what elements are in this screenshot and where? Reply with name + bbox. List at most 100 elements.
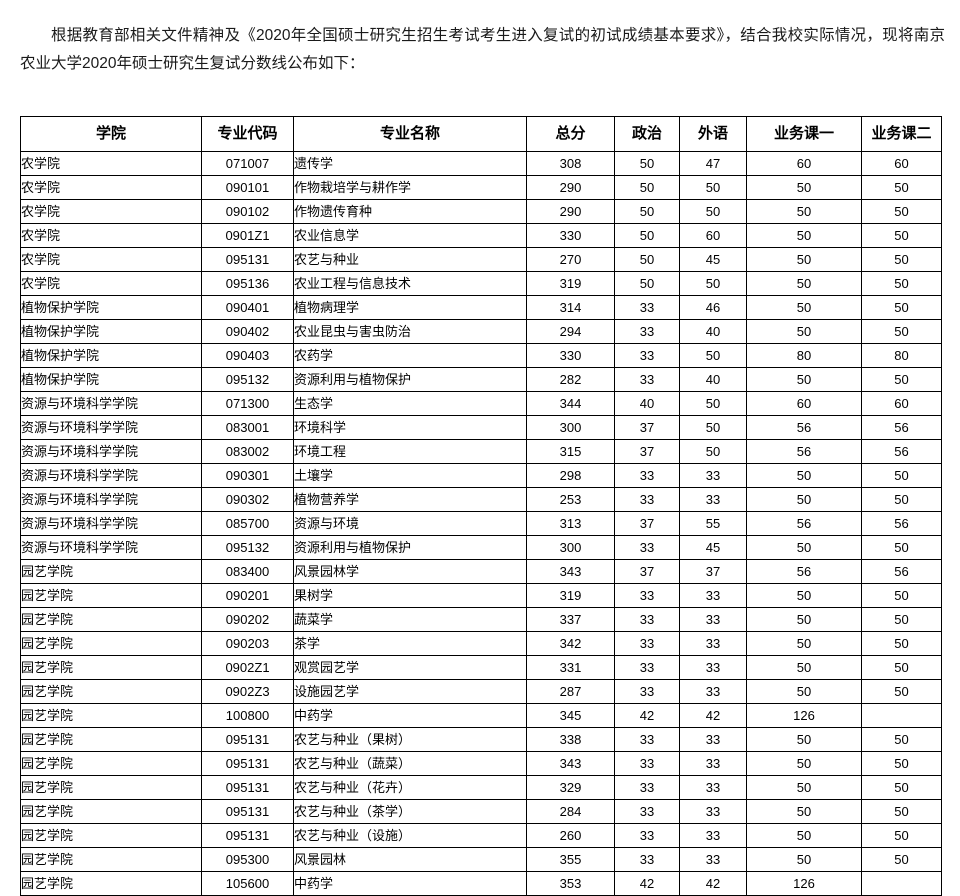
- cell-politics-score: 33: [614, 679, 680, 704]
- cell-course1-score: 60: [746, 151, 862, 176]
- cell-politics-score: 33: [614, 631, 680, 656]
- cell-course1-score: 50: [746, 727, 862, 752]
- cell-course2-score: 50: [861, 631, 942, 656]
- cell-politics-score: 33: [614, 751, 680, 776]
- cell-course2-score: 50: [861, 223, 942, 248]
- cell-major-code: 095131: [201, 775, 294, 800]
- cell-politics-score: 42: [614, 703, 680, 728]
- cell-major-name: 农艺与种业: [293, 247, 527, 272]
- cell-college: 园艺学院: [20, 871, 202, 896]
- table-body: 农学院 071007 遗传学 308 50 47 60 60 农学院 090101 作物栽培学与耕作…: [20, 151, 942, 896]
- cell-college: 植物保护学院: [20, 343, 202, 368]
- cell-college: 资源与环境科学学院: [20, 463, 202, 488]
- cell-course2-score: 50: [861, 319, 942, 344]
- cell-course1-score: 126: [746, 871, 862, 896]
- cell-course2-score: 50: [861, 535, 942, 560]
- cell-foreign-score: 40: [679, 367, 747, 392]
- cell-college: 资源与环境科学学院: [20, 415, 202, 440]
- cell-major-name: 农业信息学: [293, 223, 527, 248]
- cell-major-name: 农艺与种业（花卉）: [293, 775, 527, 800]
- cell-total-score: 284: [526, 799, 615, 824]
- column-header-code: 专业代码: [201, 116, 294, 152]
- cell-total-score: 315: [526, 439, 615, 464]
- cell-college: 资源与环境科学学院: [20, 487, 202, 512]
- cell-politics-score: 33: [614, 463, 680, 488]
- table-row: 农学院 0901Z1 农业信息学 330 50 60 50 50: [20, 223, 942, 248]
- cell-course1-score: 50: [746, 607, 862, 632]
- cell-course2-score: 56: [861, 439, 942, 464]
- cell-foreign-score: 33: [679, 607, 747, 632]
- cell-course2-score: 50: [861, 175, 942, 200]
- cell-major-code: 071300: [201, 391, 294, 416]
- table-row: 园艺学院 095131 农艺与种业（蔬菜） 343 33 33 50 50: [20, 751, 942, 776]
- cell-total-score: 300: [526, 535, 615, 560]
- cell-politics-score: 33: [614, 535, 680, 560]
- cell-politics-score: 50: [614, 223, 680, 248]
- cell-total-score: 330: [526, 343, 615, 368]
- cell-college: 园艺学院: [20, 703, 202, 728]
- cell-foreign-score: 50: [679, 343, 747, 368]
- cell-total-score: 353: [526, 871, 615, 896]
- column-header-total: 总分: [526, 116, 615, 152]
- cell-politics-score: 33: [614, 295, 680, 320]
- cell-politics-score: 37: [614, 511, 680, 536]
- cell-major-name: 作物遗传育种: [293, 199, 527, 224]
- cell-foreign-score: 33: [679, 775, 747, 800]
- cell-foreign-score: 33: [679, 847, 747, 872]
- cell-foreign-score: 50: [679, 439, 747, 464]
- cell-total-score: 294: [526, 319, 615, 344]
- cell-course1-score: 50: [746, 199, 862, 224]
- cell-course2-score: 50: [861, 679, 942, 704]
- cell-total-score: 253: [526, 487, 615, 512]
- cell-major-code: 095300: [201, 847, 294, 872]
- cell-course1-score: 50: [746, 463, 862, 488]
- cell-course1-score: 50: [746, 367, 862, 392]
- cell-course2-score: 50: [861, 367, 942, 392]
- cell-total-score: 338: [526, 727, 615, 752]
- cell-major-code: 095136: [201, 271, 294, 296]
- cell-major-name: 茶学: [293, 631, 527, 656]
- cell-college: 农学院: [20, 223, 202, 248]
- cell-total-score: 300: [526, 415, 615, 440]
- cell-foreign-score: 33: [679, 583, 747, 608]
- cell-total-score: 343: [526, 559, 615, 584]
- cell-college: 资源与环境科学学院: [20, 535, 202, 560]
- table-row: 资源与环境科学学院 083001 环境科学 300 37 50 56 56: [20, 415, 942, 440]
- cell-foreign-score: 42: [679, 703, 747, 728]
- cell-total-score: 270: [526, 247, 615, 272]
- cell-total-score: 290: [526, 199, 615, 224]
- cell-politics-score: 50: [614, 199, 680, 224]
- cell-politics-score: 50: [614, 247, 680, 272]
- table-row: 资源与环境科学学院 071300 生态学 344 40 50 60 60: [20, 391, 942, 416]
- cell-major-code: 090402: [201, 319, 294, 344]
- cell-major-code: 095131: [201, 799, 294, 824]
- cell-politics-score: 37: [614, 439, 680, 464]
- cell-college: 资源与环境科学学院: [20, 391, 202, 416]
- cell-college: 农学院: [20, 247, 202, 272]
- cell-course2-score: [861, 871, 942, 896]
- table-row: 园艺学院 095131 农艺与种业（茶学） 284 33 33 50 50: [20, 799, 942, 824]
- cell-course1-score: 50: [746, 799, 862, 824]
- table-row: 农学院 095136 农业工程与信息技术 319 50 50 50 50: [20, 271, 942, 296]
- cell-course1-score: 50: [746, 583, 862, 608]
- cell-course2-score: 56: [861, 415, 942, 440]
- cell-major-name: 土壤学: [293, 463, 527, 488]
- cell-politics-score: 33: [614, 583, 680, 608]
- cell-major-name: 中药学: [293, 871, 527, 896]
- cell-major-name: 遗传学: [293, 151, 527, 176]
- cell-college: 园艺学院: [20, 775, 202, 800]
- cell-course1-score: 50: [746, 535, 862, 560]
- cell-college: 园艺学院: [20, 799, 202, 824]
- cell-total-score: 298: [526, 463, 615, 488]
- cell-major-name: 农艺与种业（蔬菜）: [293, 751, 527, 776]
- cell-major-name: 植物营养学: [293, 487, 527, 512]
- cell-major-code: 0901Z1: [201, 223, 294, 248]
- cell-course1-score: 50: [746, 655, 862, 680]
- cell-college: 农学院: [20, 271, 202, 296]
- cell-course2-score: 50: [861, 271, 942, 296]
- cell-major-code: 090203: [201, 631, 294, 656]
- cell-foreign-score: 37: [679, 559, 747, 584]
- cell-major-code: 083001: [201, 415, 294, 440]
- cell-foreign-score: 50: [679, 391, 747, 416]
- cell-total-score: 313: [526, 511, 615, 536]
